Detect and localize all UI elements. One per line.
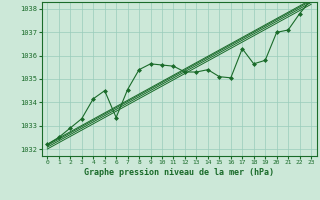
- X-axis label: Graphe pression niveau de la mer (hPa): Graphe pression niveau de la mer (hPa): [84, 168, 274, 177]
